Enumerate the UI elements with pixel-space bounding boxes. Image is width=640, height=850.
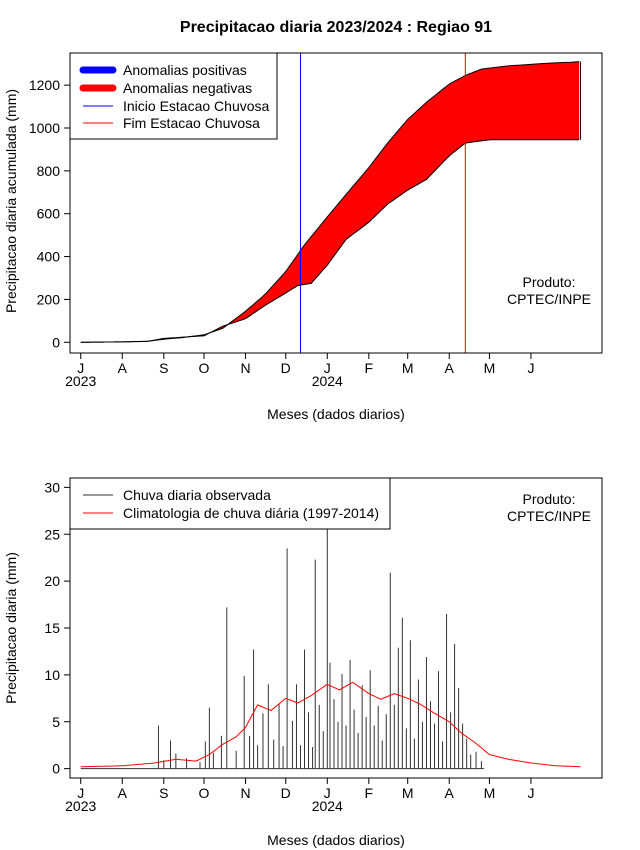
year-label: 2023 (65, 373, 96, 389)
x-tick-label: J (77, 360, 84, 376)
y-tick-label: 600 (37, 206, 61, 222)
x-tick-label: J (324, 360, 331, 376)
legend-label-negative: Anomalias negativas (123, 80, 252, 96)
x-tick-label: M (484, 360, 496, 376)
climatology-accumulation-line (80, 61, 580, 343)
legend: Anomalias positivas Anomalias negativas … (69, 52, 278, 140)
y-tick-label: 400 (37, 249, 61, 265)
x-tick-label: D (281, 785, 291, 801)
x-tick-label: M (402, 785, 414, 801)
legend-box (69, 477, 391, 530)
x-tick-label: J (324, 785, 331, 801)
x-tick-label: J (77, 785, 84, 801)
observed-bars-layer (80, 515, 485, 770)
year-label: 2023 (65, 798, 96, 814)
y-axis: 0 200 400 600 800 1000 1200 (29, 77, 70, 350)
product-source: CPTEC/INPE (507, 508, 591, 524)
product-source: CPTEC/INPE (507, 291, 591, 307)
y-tick-label: 800 (37, 163, 61, 179)
x-tick-label: D (281, 360, 291, 376)
accumulated-precipitation-chart: Precipitacao diaria 2023/2024 : Regiao 9… (3, 19, 603, 422)
x-tick-label: O (199, 785, 210, 801)
y-tick-label: 1200 (29, 77, 60, 93)
y-axis-label: Precipitacao diaria acumulada (mm) (3, 89, 19, 313)
chart-title: Precipitacao diaria 2023/2024 : Regiao 9… (180, 19, 492, 36)
x-tick-label: N (240, 785, 250, 801)
y-tick-label: 1000 (29, 120, 60, 136)
climatology-daily-line (80, 681, 581, 768)
legend-label-observed: Chuva diaria observada (123, 487, 271, 503)
y-tick-label: 5 (52, 714, 60, 730)
climatology-line-layer (80, 681, 581, 768)
x-tick-label: M (484, 785, 496, 801)
x-tick-label: S (159, 785, 168, 801)
y-tick-label: 0 (52, 761, 60, 777)
y-tick-label: 25 (44, 526, 60, 542)
legend: Chuva diaria observada Climatologia de c… (69, 477, 391, 530)
x-axis-label: Meses (dados diarios) (267, 406, 405, 422)
anomaly-fill-layer (80, 61, 580, 343)
x-axis-label: Meses (dados diarios) (267, 832, 405, 848)
x-tick-label: N (240, 360, 250, 376)
y-tick-label: 200 (37, 291, 61, 307)
y-tick-label: 10 (44, 667, 60, 683)
negative-anomaly-area (80, 61, 580, 343)
x-tick-label: M (402, 360, 414, 376)
y-axis-label: Precipitacao diaria (mm) (3, 552, 19, 704)
legend-label-start: Inicio Estacao Chuvosa (123, 98, 270, 114)
x-tick-label: A (118, 785, 128, 801)
y-axis: 0 5 10 15 20 25 30 (44, 479, 70, 777)
x-tick-label: J (527, 785, 534, 801)
x-tick-label: O (199, 360, 210, 376)
y-tick-label: 15 (44, 620, 60, 636)
x-tick-label: J (527, 360, 534, 376)
legend-label-climatology: Climatologia de chuva diária (1997-2014) (123, 505, 379, 521)
x-tick-label: A (118, 360, 128, 376)
x-tick-label: A (445, 785, 455, 801)
legend-label-positive: Anomalias positivas (123, 62, 247, 78)
plot-frame (69, 52, 603, 354)
year-label: 2024 (312, 373, 343, 389)
rainy-season-lines (299, 53, 466, 353)
y-tick-label: 0 (52, 334, 60, 350)
x-tick-label: F (365, 360, 374, 376)
product-label: Produto: (523, 491, 576, 507)
y-tick-label: 20 (44, 573, 60, 589)
x-tick-label: S (159, 360, 168, 376)
accumulation-lines-layer (80, 61, 582, 343)
x-tick-label: F (365, 785, 374, 801)
year-label: 2024 (312, 798, 343, 814)
y-tick-label: 30 (44, 479, 60, 495)
observed-accumulation-line (80, 139, 580, 343)
product-label: Produto: (523, 274, 576, 290)
x-tick-label: A (445, 360, 455, 376)
legend-label-end: Fim Estacao Chuvosa (123, 115, 260, 131)
